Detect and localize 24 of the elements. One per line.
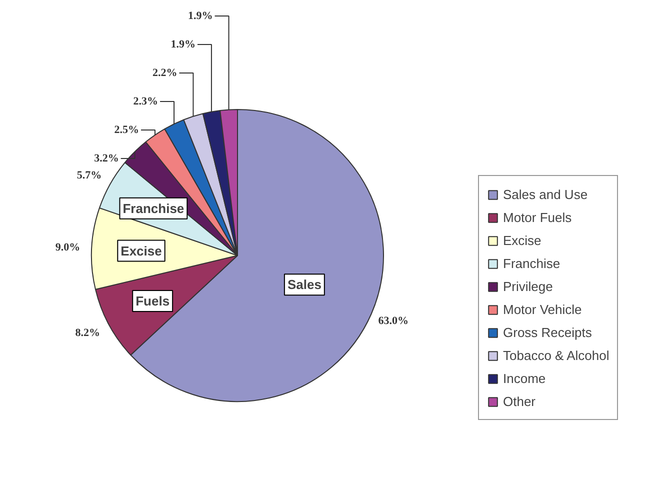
legend-label: Sales and Use (503, 186, 588, 204)
data-label: 63.0% (378, 314, 409, 327)
legend-label: Motor Fuels (503, 208, 572, 226)
text: Excise (120, 243, 162, 258)
data-label: 3.2% (94, 152, 119, 164)
data-label: 1.9% (170, 38, 196, 50)
legend-label: Privilege (503, 278, 553, 296)
legend-label: Tobacco & Alcohol (503, 346, 610, 364)
text: Franchise (122, 200, 184, 216)
legend-label: Other (503, 392, 536, 410)
data-label: 1.9% (188, 10, 213, 22)
legend-label: Motor Vehicle (503, 300, 582, 318)
data-label: 5.7% (76, 169, 102, 182)
text: Fuels (136, 294, 170, 309)
legend-label: Franchise (503, 254, 560, 272)
legend-label: Excise (503, 232, 542, 250)
data-label: 9.0% (55, 242, 80, 254)
legend-label: Gross Receipts (503, 324, 592, 342)
data-label: 2.2% (152, 67, 178, 79)
data-label: 8.2% (75, 326, 100, 339)
legend-label: Income (503, 370, 546, 388)
data-label: 2.5% (114, 124, 139, 136)
data-label: 2.3% (133, 96, 158, 108)
text: Sales (287, 277, 322, 292)
